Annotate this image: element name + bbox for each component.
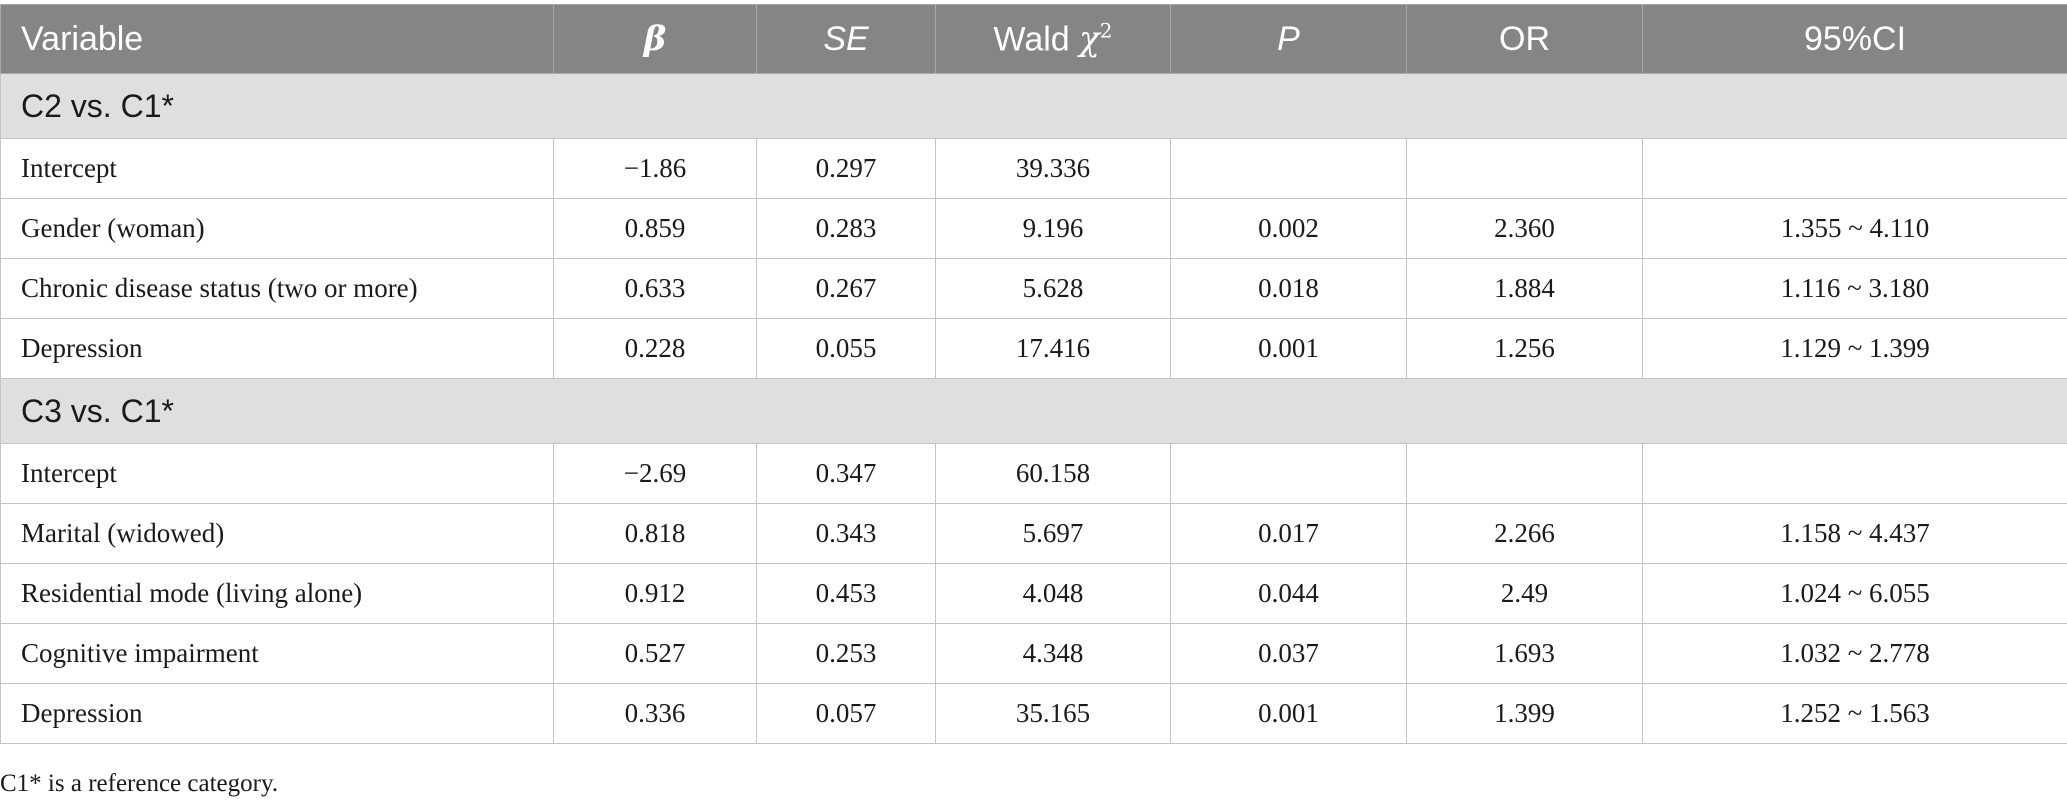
cell-or: 1.693 — [1406, 623, 1643, 684]
table-row: Gender (woman) 0.859 0.283 9.196 0.002 2… — [0, 198, 2067, 259]
header-wald-chi: χ2 — [1079, 19, 1112, 59]
cell-p — [1170, 443, 1407, 504]
table-row: Cognitive impairment 0.527 0.253 4.348 0… — [0, 623, 2067, 684]
table-row: Depression 0.228 0.055 17.416 0.001 1.25… — [0, 318, 2067, 379]
header-row: Variable β SE Wald χ2 P OR 95%CI — [0, 4, 2067, 74]
table-row: Intercept −2.69 0.347 60.158 — [0, 443, 2067, 504]
cell-ci — [1642, 138, 2067, 199]
cell-beta: 0.859 — [553, 198, 757, 259]
table-row: Marital (widowed) 0.818 0.343 5.697 0.01… — [0, 503, 2067, 564]
cell-p: 0.037 — [1170, 623, 1407, 684]
group-label: C3 vs. C1* — [0, 378, 2067, 444]
cell-wald: 17.416 — [935, 318, 1171, 379]
cell-beta: −2.69 — [553, 443, 757, 504]
cell-ci: 1.355 ~ 4.110 — [1642, 198, 2067, 259]
group-row: C3 vs. C1* — [0, 378, 2067, 444]
table-row: Depression 0.336 0.057 35.165 0.001 1.39… — [0, 683, 2067, 744]
cell-beta: 0.336 — [553, 683, 757, 744]
cell-variable: Intercept — [0, 443, 554, 504]
header-se: SE — [756, 4, 936, 74]
cell-beta: −1.86 — [553, 138, 757, 199]
cell-wald: 9.196 — [935, 198, 1171, 259]
cell-or: 2.360 — [1406, 198, 1643, 259]
cell-wald: 35.165 — [935, 683, 1171, 744]
cell-or: 1.399 — [1406, 683, 1643, 744]
cell-beta: 0.912 — [553, 563, 757, 624]
table-row: Residential mode (living alone) 0.912 0.… — [0, 563, 2067, 624]
header-wald-chi-superscript: 2 — [1099, 18, 1113, 43]
cell-beta: 0.527 — [553, 623, 757, 684]
cell-se: 0.253 — [756, 623, 936, 684]
cell-se: 0.283 — [756, 198, 936, 259]
header-p: P — [1170, 4, 1407, 74]
cell-variable: Gender (woman) — [0, 198, 554, 259]
header-wald-chi-symbol: χ — [1079, 19, 1100, 60]
cell-se: 0.267 — [756, 258, 936, 319]
cell-ci: 1.032 ~ 2.778 — [1642, 623, 2067, 684]
cell-variable: Cognitive impairment — [0, 623, 554, 684]
header-or: OR — [1406, 4, 1643, 74]
cell-or: 2.266 — [1406, 503, 1643, 564]
cell-or — [1406, 443, 1643, 504]
cell-ci: 1.024 ~ 6.055 — [1642, 563, 2067, 624]
cell-ci: 1.129 ~ 1.399 — [1642, 318, 2067, 379]
cell-variable: Depression — [0, 683, 554, 744]
cell-wald: 39.336 — [935, 138, 1171, 199]
cell-p: 0.002 — [1170, 198, 1407, 259]
cell-or: 1.256 — [1406, 318, 1643, 379]
table-footnote: C1* is a reference category. — [0, 770, 279, 797]
header-beta: β — [553, 4, 757, 74]
cell-variable: Depression — [0, 318, 554, 379]
cell-se: 0.347 — [756, 443, 936, 504]
cell-ci: 1.116 ~ 3.180 — [1642, 258, 2067, 319]
header-ci: 95%CI — [1642, 4, 2067, 74]
cell-ci — [1642, 443, 2067, 504]
group-label: C2 vs. C1* — [0, 73, 2067, 139]
cell-or: 2.49 — [1406, 563, 1643, 624]
cell-p — [1170, 138, 1407, 199]
cell-wald: 60.158 — [935, 443, 1171, 504]
cell-ci: 1.252 ~ 1.563 — [1642, 683, 2067, 744]
cell-beta: 0.818 — [553, 503, 757, 564]
cell-variable: Chronic disease status (two or more) — [0, 258, 554, 319]
table-row: Chronic disease status (two or more) 0.6… — [0, 258, 2067, 319]
cell-wald: 5.697 — [935, 503, 1171, 564]
cell-se: 0.453 — [756, 563, 936, 624]
regression-table: Variable β SE Wald χ2 P OR 95%CI C2 vs. … — [0, 4, 2067, 744]
header-variable: Variable — [0, 4, 554, 74]
cell-p: 0.017 — [1170, 503, 1407, 564]
cell-ci: 1.158 ~ 4.437 — [1642, 503, 2067, 564]
table-row: Intercept −1.86 0.297 39.336 — [0, 138, 2067, 199]
cell-se: 0.057 — [756, 683, 936, 744]
cell-se: 0.297 — [756, 138, 936, 199]
cell-p: 0.018 — [1170, 258, 1407, 319]
cell-variable: Residential mode (living alone) — [0, 563, 554, 624]
cell-or — [1406, 138, 1643, 199]
cell-se: 0.343 — [756, 503, 936, 564]
cell-se: 0.055 — [756, 318, 936, 379]
header-wald: Wald χ2 — [935, 4, 1171, 74]
cell-beta: 0.633 — [553, 258, 757, 319]
cell-p: 0.001 — [1170, 318, 1407, 379]
cell-variable: Marital (widowed) — [0, 503, 554, 564]
cell-p: 0.044 — [1170, 563, 1407, 624]
cell-beta: 0.228 — [553, 318, 757, 379]
cell-or: 1.884 — [1406, 258, 1643, 319]
cell-wald: 4.048 — [935, 563, 1171, 624]
cell-p: 0.001 — [1170, 683, 1407, 744]
cell-wald: 5.628 — [935, 258, 1171, 319]
header-wald-text: Wald — [993, 20, 1080, 59]
cell-wald: 4.348 — [935, 623, 1171, 684]
cell-variable: Intercept — [0, 138, 554, 199]
group-row: C2 vs. C1* — [0, 73, 2067, 139]
